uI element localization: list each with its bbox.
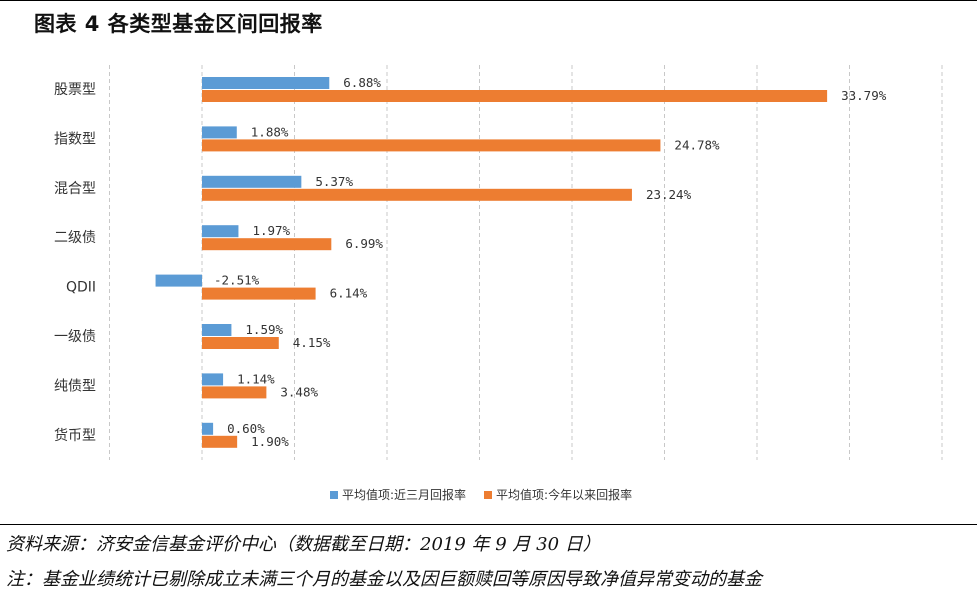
bar — [202, 373, 224, 386]
legend-swatch-3m — [330, 490, 338, 499]
bar — [202, 386, 267, 399]
legend-item-3m: 平均值项:近三月回报率 — [330, 486, 466, 503]
data-label: -2.51% — [214, 273, 260, 288]
category-label: 一级债 — [54, 329, 96, 345]
source-note: 资料来源：济安金信基金评价中心（数据截至日期：2019 年 9 月 30 日） — [6, 534, 601, 555]
category-label: 二级债 — [54, 230, 96, 246]
data-label: 24.78% — [674, 137, 720, 152]
category-label: 纯债型 — [54, 378, 96, 394]
bar — [202, 238, 332, 251]
legend-swatch-ytd — [484, 490, 493, 499]
data-label: 0.60% — [227, 421, 265, 436]
bar — [202, 77, 330, 89]
category-label: 指数型 — [54, 131, 96, 147]
data-label: 6.88% — [343, 75, 381, 90]
top-rule — [0, 0, 977, 1]
bar — [202, 225, 239, 238]
legend: 平均值项:近三月回报率 平均值项:今年以来回报率 — [330, 486, 632, 503]
data-label: 6.14% — [330, 286, 368, 301]
category-label: QDII — [66, 280, 96, 296]
bar — [202, 126, 237, 139]
bar — [202, 287, 316, 300]
bar — [202, 337, 279, 349]
data-label: 1.14% — [237, 371, 275, 386]
legend-label-ytd: 平均值项:今年以来回报率 — [496, 488, 633, 502]
data-label: 5.37% — [315, 174, 353, 189]
data-label: 23.24% — [646, 187, 692, 202]
chart-title: 图表 4 各类型基金区间回报率 — [34, 12, 323, 36]
data-label: 1.88% — [251, 124, 289, 139]
bar — [155, 274, 202, 287]
data-label: 33.79% — [841, 88, 887, 103]
category-label: 混合型 — [54, 181, 96, 197]
legend-item-ytd: 平均值项:今年以来回报率 — [484, 486, 632, 503]
bar — [202, 90, 828, 102]
data-label: 1.97% — [252, 223, 290, 238]
category-label: 股票型 — [54, 82, 96, 98]
legend-label-3m: 平均值项:近三月回报率 — [342, 488, 467, 502]
data-label: 6.99% — [345, 236, 383, 251]
footer-rule — [0, 524, 977, 525]
bar — [202, 175, 302, 188]
bar — [202, 324, 232, 336]
bar — [202, 139, 661, 152]
data-label: 3.48% — [280, 384, 318, 399]
data-label: 1.59% — [245, 322, 283, 337]
data-label: 1.90% — [251, 434, 289, 449]
bar-chart: 股票型 6.88% 33.79% 指数型 1.88% 24.78% 混合型 5.37% 23.2… — [54, 65, 943, 460]
bar — [202, 188, 632, 201]
footnote: 注：基金业绩统计已剔除成立未满三个月的基金以及因巨额赎回等原因导致净值异常变动的… — [6, 569, 762, 590]
bar — [202, 422, 214, 435]
data-label: 4.15% — [293, 335, 331, 350]
bar — [202, 435, 238, 448]
category-label: 货币型 — [54, 427, 96, 444]
